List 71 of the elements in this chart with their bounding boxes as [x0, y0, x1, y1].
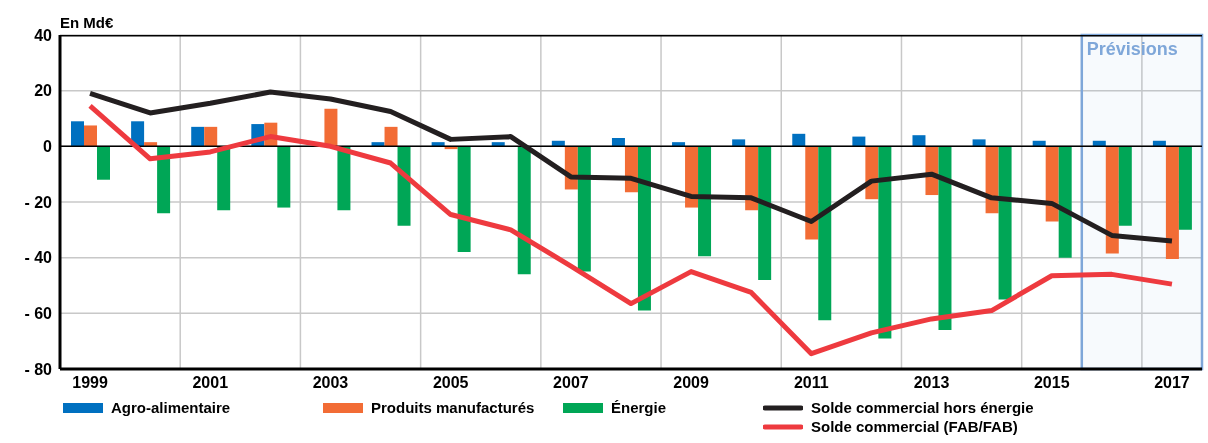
x-tick-label: 2003 [312, 374, 349, 392]
bar [71, 121, 84, 147]
bar [938, 146, 952, 331]
bar [878, 146, 892, 339]
y-tick-label: 20 [34, 82, 53, 100]
bar [397, 146, 411, 226]
legend-label: Produits manufacturés [371, 399, 535, 416]
bar [637, 146, 651, 311]
bar [1118, 146, 1132, 226]
legend-label: Solde commercial (FAB/FAB) [811, 418, 1018, 435]
x-tick-label: 2007 [553, 374, 589, 392]
y-tick-label: - 80 [24, 360, 53, 378]
bar [1092, 140, 1106, 147]
bar [912, 135, 926, 147]
y-tick-label: - 20 [24, 193, 53, 211]
bar [371, 142, 385, 147]
bar [611, 137, 625, 147]
bar [491, 142, 505, 147]
x-tick-label: 2013 [913, 374, 950, 392]
bar [1178, 146, 1192, 230]
bar [97, 146, 110, 180]
bar [745, 146, 759, 211]
bar [758, 146, 772, 280]
bar [84, 125, 97, 147]
x-tick-label: 2005 [432, 374, 469, 392]
bar [805, 146, 819, 240]
bar [337, 146, 351, 211]
legend-label: Agro-alimentaire [111, 399, 231, 416]
bar [1165, 146, 1179, 260]
bar [852, 136, 866, 147]
bar [204, 126, 218, 147]
x-tick-label: 2017 [1154, 374, 1190, 392]
x-tick-label: 1999 [72, 374, 108, 392]
y-tick-label: - 60 [24, 305, 53, 323]
bar [698, 146, 712, 257]
legend-label: Solde commercial hors énergie [811, 399, 1034, 416]
bar [998, 146, 1012, 300]
bar [1105, 146, 1119, 254]
y-tick-label: 40 [34, 26, 53, 44]
bar [1152, 140, 1166, 147]
bar [985, 146, 999, 214]
bar [1058, 146, 1072, 258]
bar [157, 146, 171, 214]
x-tick-label: 2015 [1033, 374, 1070, 392]
bar [324, 108, 338, 147]
bar [517, 146, 531, 275]
x-tick-label: 2009 [673, 374, 709, 392]
bar [1032, 140, 1046, 147]
bar [818, 146, 832, 321]
bar [277, 146, 291, 208]
x-tick-label: 2011 [793, 374, 829, 392]
y-tick-label: 0 [43, 138, 53, 156]
bar [685, 146, 699, 208]
bar [577, 146, 591, 272]
bar [672, 142, 686, 147]
bar [191, 126, 205, 147]
bar [1045, 146, 1059, 222]
bar [144, 142, 158, 147]
bar [384, 126, 398, 147]
x-tick-label: 2001 [192, 374, 229, 392]
y-tick-label: - 40 [24, 249, 53, 267]
legend-label: Énergie [611, 399, 667, 416]
bar [792, 133, 806, 147]
bar [431, 142, 445, 147]
bar [972, 139, 986, 147]
bar [457, 146, 471, 253]
bar [131, 121, 145, 147]
bar [732, 139, 746, 147]
bar [551, 140, 565, 147]
band-label: Prévisions [1086, 38, 1178, 59]
y-axis-title: En Md€ [60, 14, 114, 31]
